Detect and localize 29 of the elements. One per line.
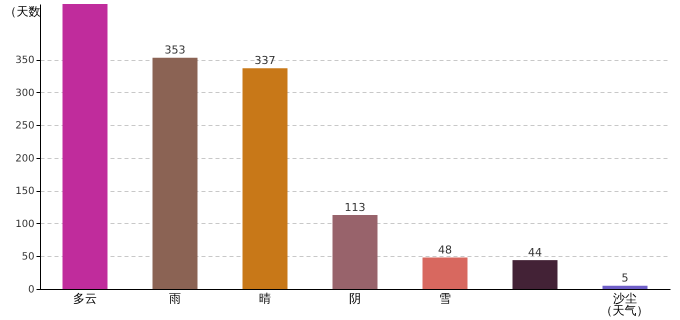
- bar: [602, 286, 648, 289]
- x-tick-label: 雨: [169, 292, 181, 306]
- data-label: 337: [254, 54, 276, 68]
- data-label: 353: [164, 44, 186, 57]
- x-axis-title: （天气）: [600, 304, 648, 318]
- y-tick-label: 250: [15, 120, 34, 132]
- x-tick-label: 雪: [439, 292, 451, 306]
- bar: [242, 68, 288, 289]
- data-label: 113: [344, 200, 366, 214]
- y-tick-label: 0: [28, 284, 34, 296]
- bar: [332, 214, 378, 289]
- data-label: 5: [622, 272, 628, 285]
- bar: [62, 4, 108, 289]
- data-label: 44: [528, 246, 542, 260]
- data-label: 48: [438, 244, 452, 257]
- y-tick-label: 150: [15, 186, 34, 198]
- y-axis-title: （天数: [4, 4, 40, 18]
- x-tick-label: 阴: [349, 292, 361, 306]
- y-tick-label: 200: [15, 153, 34, 164]
- bar: [512, 260, 558, 289]
- bar: [152, 58, 198, 289]
- x-tick-label: 晴: [259, 292, 271, 306]
- x-tick-label: 多云: [73, 292, 97, 306]
- y-tick-label: 350: [15, 55, 34, 66]
- x-tick-label: 沙尘: [613, 292, 637, 306]
- bar: [422, 258, 468, 289]
- y-tick-label: 300: [15, 88, 34, 99]
- y-tick-label: 50: [22, 252, 34, 263]
- y-tick-label: 100: [15, 218, 34, 230]
